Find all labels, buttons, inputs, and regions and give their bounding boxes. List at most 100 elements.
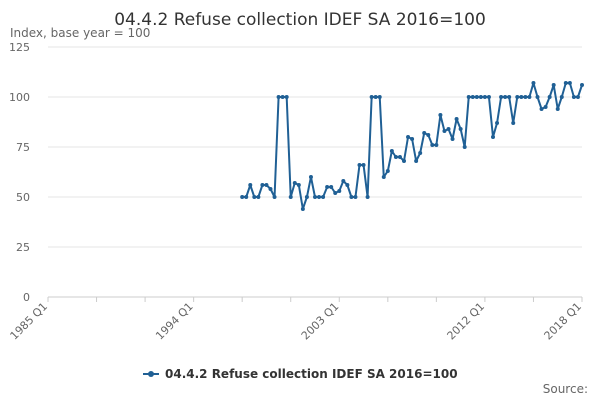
data-point[interactable] [393, 155, 398, 159]
x-tick-label: 1994 Q1 [153, 300, 196, 343]
data-point[interactable] [482, 95, 487, 99]
data-point[interactable] [422, 131, 427, 135]
data-point[interactable] [575, 95, 580, 99]
data-point[interactable] [430, 143, 435, 147]
data-point[interactable] [523, 95, 528, 99]
data-point[interactable] [515, 95, 520, 99]
data-point[interactable] [478, 95, 483, 99]
data-point[interactable] [264, 183, 269, 187]
data-point[interactable] [539, 107, 544, 111]
chart-title: 04.4.2 Refuse collection IDEF SA 2016=10… [114, 10, 486, 30]
data-point[interactable] [418, 151, 423, 155]
data-point[interactable] [402, 159, 406, 163]
data-point[interactable] [268, 187, 273, 191]
data-point[interactable] [296, 183, 301, 187]
data-point[interactable] [329, 185, 334, 189]
data-point[interactable] [313, 195, 317, 199]
data-point[interactable] [389, 149, 394, 153]
data-point[interactable] [571, 95, 576, 99]
series-group [240, 81, 584, 211]
data-point[interactable] [527, 95, 532, 99]
data-point[interactable] [284, 95, 289, 99]
data-point[interactable] [563, 81, 568, 85]
data-point[interactable] [414, 159, 419, 163]
data-point[interactable] [353, 195, 358, 199]
data-point[interactable] [325, 185, 330, 189]
x-tick-label: 2018 Q1 [542, 300, 585, 343]
y-tick-label: 0 [23, 291, 30, 304]
data-point[interactable] [381, 175, 386, 179]
data-point[interactable] [244, 195, 249, 199]
data-point[interactable] [555, 107, 560, 111]
data-point[interactable] [426, 133, 431, 137]
y-tick-label: 50 [16, 191, 30, 204]
data-point[interactable] [337, 189, 342, 193]
data-point[interactable] [377, 95, 382, 99]
data-point[interactable] [288, 195, 293, 199]
data-point[interactable] [511, 121, 516, 125]
data-point[interactable] [248, 183, 253, 187]
data-point[interactable] [252, 195, 257, 199]
data-point[interactable] [345, 183, 350, 187]
data-point[interactable] [349, 195, 354, 199]
data-point[interactable] [567, 81, 572, 85]
data-point[interactable] [369, 95, 374, 99]
data-point[interactable] [491, 135, 495, 139]
data-point[interactable] [317, 195, 322, 199]
data-point[interactable] [321, 195, 326, 199]
data-point[interactable] [495, 121, 500, 125]
data-point[interactable] [397, 155, 402, 159]
data-point[interactable] [547, 95, 552, 99]
data-point[interactable] [410, 137, 415, 141]
data-point[interactable] [280, 95, 285, 99]
data-point[interactable] [357, 163, 362, 167]
data-point[interactable] [462, 145, 467, 149]
data-point[interactable] [503, 95, 508, 99]
data-point[interactable] [470, 95, 475, 99]
data-point[interactable] [450, 137, 455, 141]
data-point[interactable] [385, 169, 390, 173]
data-point[interactable] [438, 113, 443, 117]
data-point[interactable] [466, 95, 471, 99]
data-point[interactable] [333, 191, 338, 195]
data-point[interactable] [535, 95, 540, 99]
data-point[interactable] [256, 195, 261, 199]
data-point[interactable] [454, 117, 459, 121]
data-point[interactable] [531, 81, 536, 85]
data-point[interactable] [499, 95, 504, 99]
x-axis: 1985 Q1 1994 Q1 2003 Q1 2012 Q1 2018 Q1 [8, 296, 585, 343]
legend-label[interactable]: 04.4.2 Refuse collection IDEF SA 2016=10… [165, 367, 458, 381]
data-point[interactable] [292, 181, 297, 185]
data-point[interactable] [304, 195, 309, 199]
legend-marker-icon [148, 371, 154, 377]
data-point[interactable] [361, 163, 366, 167]
data-point[interactable] [507, 95, 512, 99]
data-point[interactable] [341, 179, 346, 183]
y-tick-label: 75 [16, 141, 30, 154]
data-point[interactable] [272, 195, 277, 199]
y-tick-label: 25 [16, 241, 30, 254]
data-point[interactable] [543, 105, 548, 109]
series-line [242, 82, 583, 210]
data-point[interactable] [446, 127, 451, 131]
data-point[interactable] [474, 95, 479, 99]
data-point[interactable] [458, 127, 463, 131]
data-point[interactable] [300, 207, 305, 211]
data-point[interactable] [365, 195, 370, 199]
data-point[interactable] [519, 95, 524, 99]
data-point[interactable] [240, 195, 245, 199]
data-point[interactable] [442, 129, 447, 133]
y-tick-labels: 0 25 50 75 100 125 [9, 41, 30, 304]
data-point[interactable] [406, 135, 411, 139]
data-point[interactable] [580, 83, 584, 87]
data-point[interactable] [260, 183, 265, 187]
data-point[interactable] [276, 95, 281, 99]
data-point[interactable] [308, 175, 313, 179]
legend[interactable]: 04.4.2 Refuse collection IDEF SA 2016=10… [143, 367, 458, 381]
data-point[interactable] [551, 83, 556, 87]
data-point[interactable] [486, 95, 491, 99]
data-point[interactable] [373, 95, 378, 99]
data-point[interactable] [559, 95, 564, 99]
data-point[interactable] [434, 143, 439, 147]
